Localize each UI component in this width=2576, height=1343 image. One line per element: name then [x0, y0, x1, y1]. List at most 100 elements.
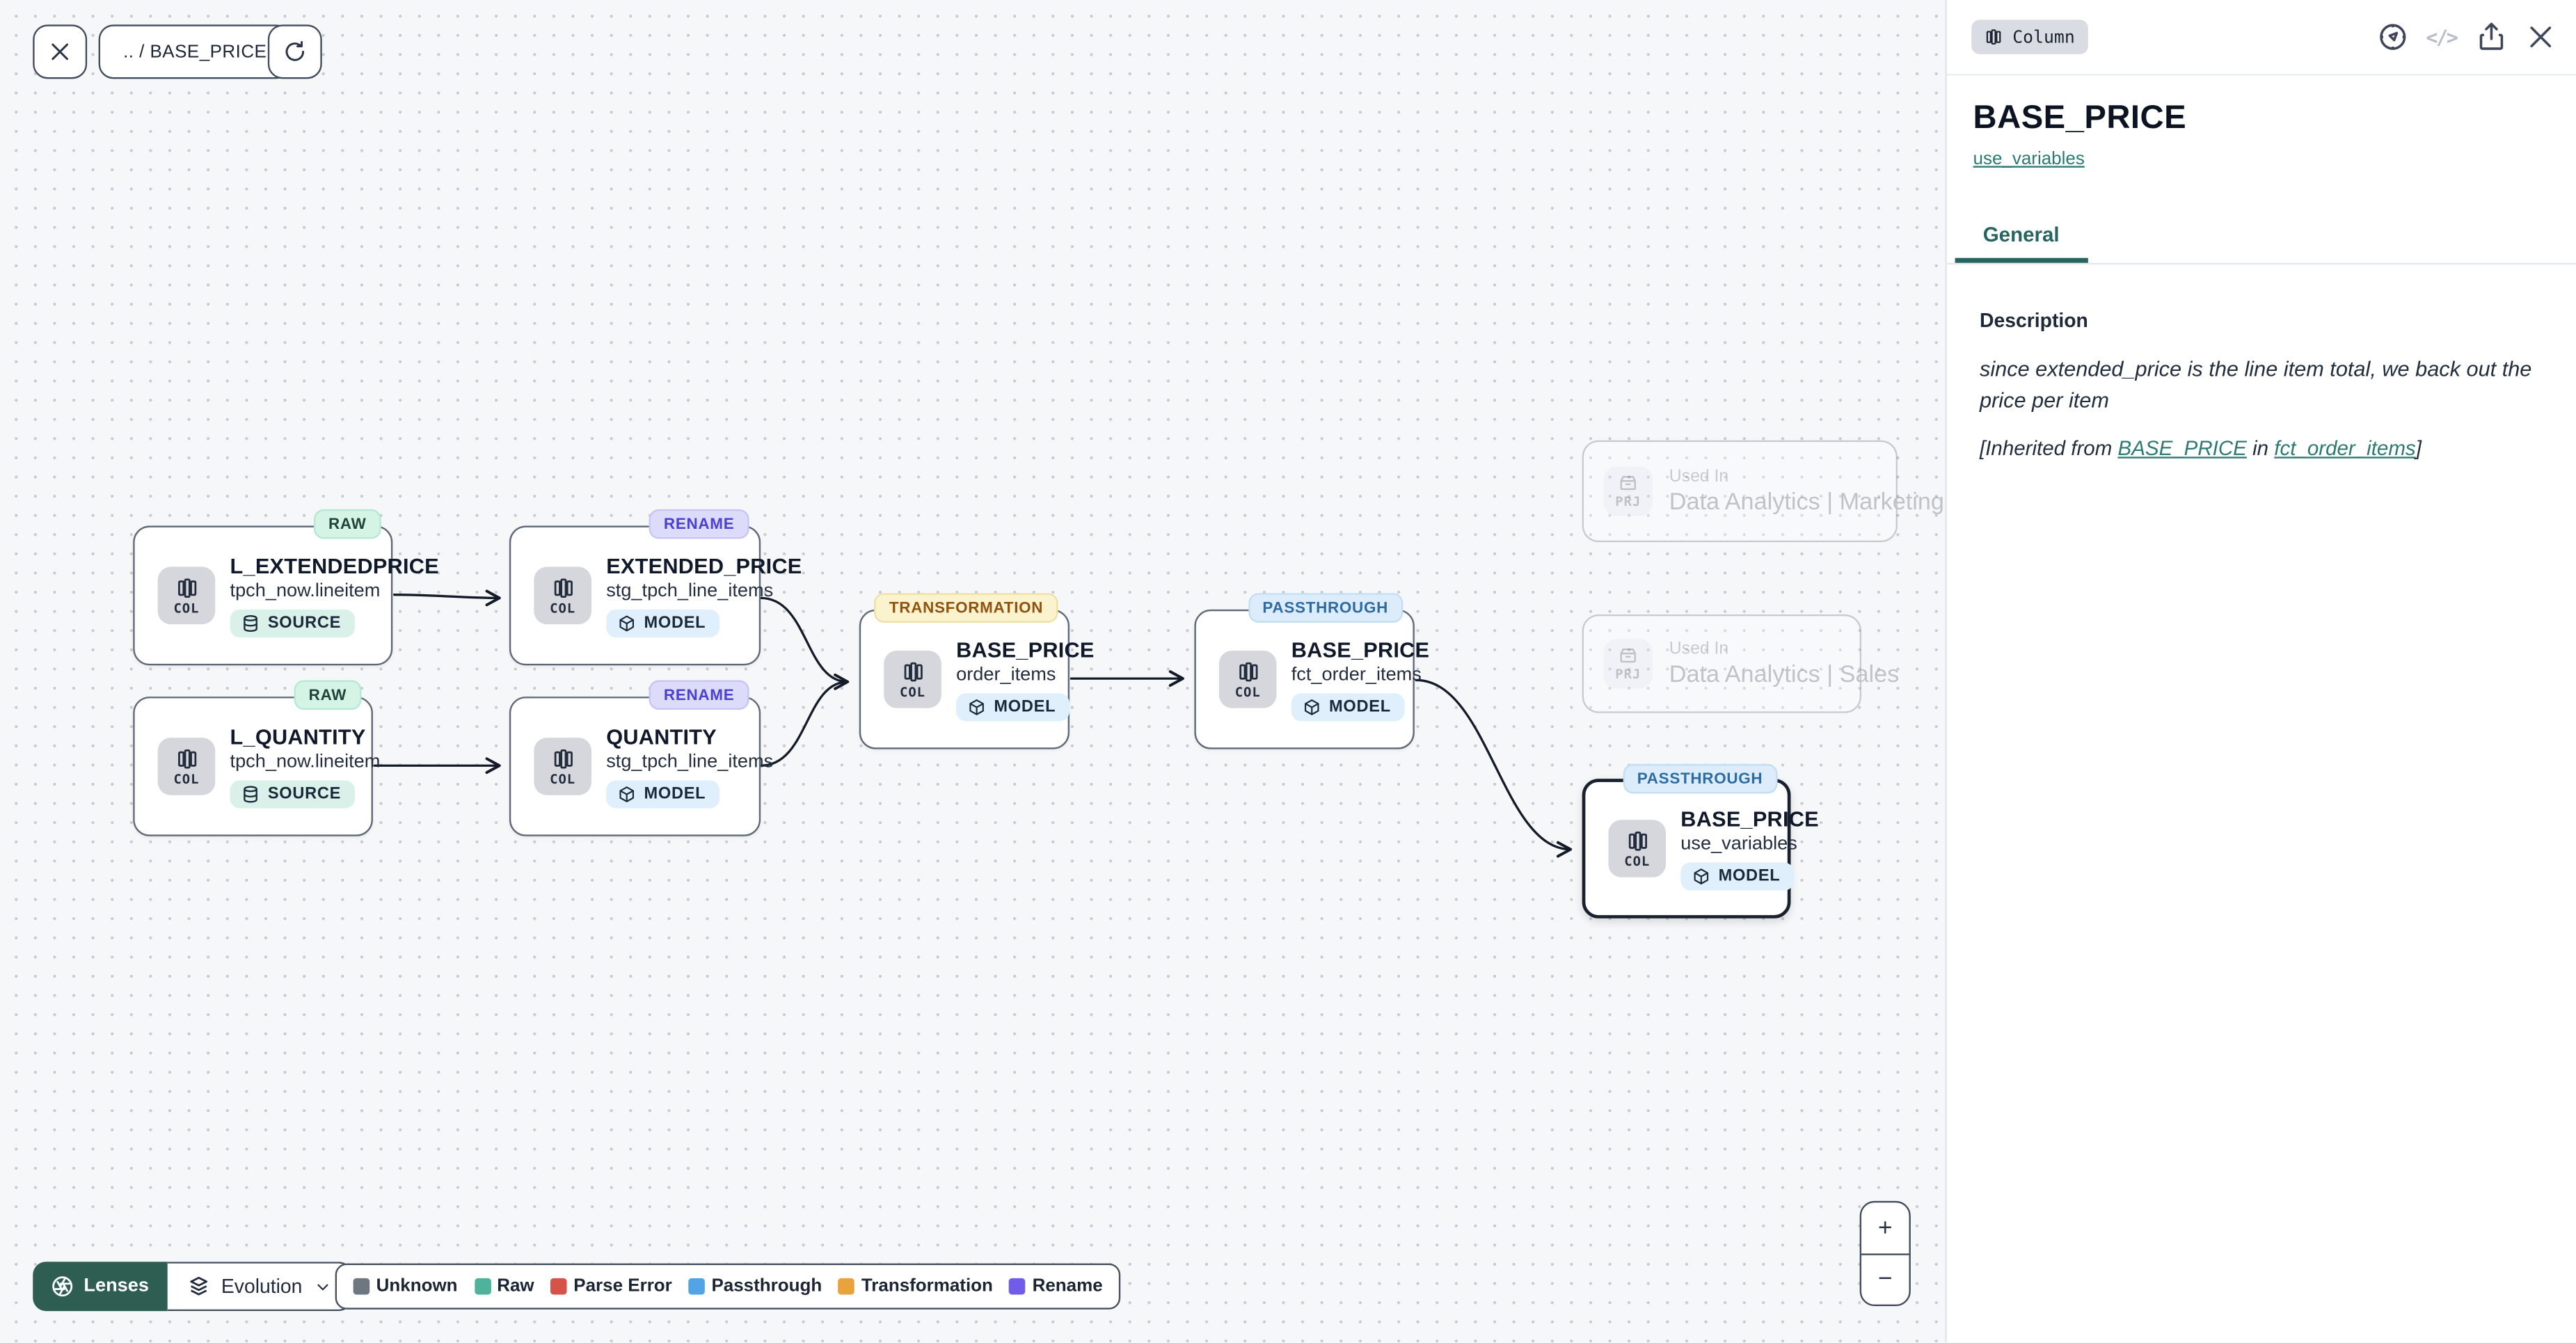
status-badge: TRANSFORMATION: [874, 593, 1058, 623]
legend-swatch: [353, 1278, 370, 1295]
chevron-down-icon: [317, 1283, 328, 1289]
panel-header: Column </>: [1946, 0, 2576, 76]
model-link[interactable]: use_variables: [1973, 149, 2085, 170]
status-badge: RAW: [294, 680, 362, 710]
node-extended-price[interactable]: RENAME COL EXTENDED_PRICE stg_tpch_line_…: [509, 509, 802, 666]
legend-swatch: [688, 1278, 706, 1295]
legend-item: Raw: [474, 1276, 534, 1296]
breadcrumb-label: .. / BASE_PRICE: [123, 42, 267, 62]
materialization-pill: SOURCE: [230, 609, 355, 638]
legend-swatch: [838, 1278, 855, 1295]
entity-type-badge: Column: [1971, 19, 2088, 54]
columns-icon: [1628, 830, 1646, 850]
code-icon: </>: [2426, 25, 2458, 49]
entity-type-label: Column: [2012, 26, 2075, 47]
used-in-label: Used In: [1669, 466, 1729, 486]
column-type-chip: COL: [1218, 650, 1277, 708]
project-type-chip: PRJ: [1603, 466, 1653, 516]
node-l-extendedprice[interactable]: RAW COL L_EXTENDEDPRICE tpch_now.lineite…: [133, 509, 439, 666]
lenses-control[interactable]: Lenses Evolution: [33, 1262, 353, 1312]
close-lineage-button[interactable]: [33, 24, 88, 79]
inherited-column-link[interactable]: BASE_PRICE: [2117, 436, 2247, 460]
database-icon: [244, 614, 257, 633]
zoom-in-button[interactable]: +: [1861, 1202, 1909, 1255]
columns-icon: [553, 748, 572, 768]
columns-icon: [1986, 29, 2001, 45]
column-type-chip: COL: [884, 650, 941, 708]
pill-label: MODEL: [994, 698, 1056, 717]
chip-label: COL: [550, 771, 576, 786]
database-icon: [244, 786, 257, 803]
status-badge: RENAME: [649, 680, 749, 710]
panel-title: BASE_PRICE: [1973, 100, 2187, 136]
lens-mode-dropdown[interactable]: Evolution: [166, 1262, 353, 1312]
legend-item: Passthrough: [688, 1276, 822, 1296]
legend-swatch: [474, 1278, 491, 1295]
node-base-price-order-items[interactable]: TRANSFORMATION COL BASE_PRICE order_item…: [859, 593, 1094, 749]
materialization-pill: MODEL: [1291, 693, 1404, 722]
pill-label: MODEL: [1718, 867, 1781, 886]
legend-item: Parse Error: [550, 1276, 672, 1296]
node-quantity[interactable]: RENAME COL QUANTITY stg_tpch_line_items …: [509, 680, 773, 836]
lens-mode-label: Evolution: [221, 1275, 303, 1298]
lenses-label: Lenses: [84, 1276, 150, 1296]
node-subtitle: stg_tpch_line_items: [606, 581, 774, 602]
pill-label: MODEL: [644, 614, 706, 633]
materialization-pill: MODEL: [606, 780, 719, 809]
share-button[interactable]: [2474, 21, 2507, 54]
status-badge: RAW: [313, 509, 381, 539]
refresh-button[interactable]: [267, 24, 322, 79]
pill-label: SOURCE: [267, 785, 342, 804]
status-badge: RENAME: [649, 509, 749, 539]
compass-icon: [2379, 24, 2406, 50]
panel-tabs: General: [1946, 209, 2576, 265]
used-in-label: Used In: [1669, 639, 1729, 659]
description-body: since extended_price is the line item to…: [1980, 356, 2532, 413]
used-in-node-marketing[interactable]: PRJ Used In Data Analytics | Marketing: [1582, 440, 1944, 543]
chip-label: COL: [1624, 853, 1651, 868]
view-code-button[interactable]: </>: [2425, 21, 2458, 54]
lenses-button[interactable]: Lenses: [33, 1262, 167, 1312]
columns-icon: [1239, 661, 1257, 681]
materialization-pill: MODEL: [606, 609, 719, 638]
node-title: BASE_PRICE: [1291, 637, 1430, 662]
legend-item: Unknown: [353, 1276, 458, 1296]
close-panel-button[interactable]: [2523, 21, 2556, 54]
cube-icon: [969, 699, 984, 715]
explore-lineage-button[interactable]: [2376, 21, 2408, 54]
legend-swatch: [550, 1278, 567, 1295]
tab-general[interactable]: General: [1955, 209, 2088, 263]
chip-label: PRJ: [1615, 667, 1641, 682]
legend-item: Transformation: [838, 1276, 993, 1296]
columns-icon: [177, 748, 196, 768]
description-inherited: [Inherited from BASE_PRICE in fct_order_…: [1980, 436, 2422, 460]
inherited-model-link[interactable]: fct_order_items: [2274, 436, 2416, 460]
node-subtitle: use_variables: [1680, 834, 1797, 855]
columns-icon: [177, 578, 196, 597]
node-base-price-fct-order-items[interactable]: PASSTHROUGH COL BASE_PRICE fct_order_ite…: [1194, 593, 1429, 749]
node-base-price-use-variables[interactable]: PASSTHROUGH COL BASE_PRICE use_variables…: [1582, 763, 1819, 919]
cube-icon: [1694, 868, 1709, 884]
breadcrumb[interactable]: .. / BASE_PRICE: [98, 24, 292, 79]
status-badge: PASSTHROUGH: [1622, 763, 1778, 794]
columns-icon: [903, 661, 922, 681]
lineage-canvas[interactable]: .. / BASE_PRICE RAW COL L_EXTENDEDPRICE …: [0, 0, 1946, 1342]
status-badge: PASSTHROUGH: [1248, 593, 1404, 623]
materialization-pill: SOURCE: [230, 780, 355, 809]
materialization-pill: MODEL: [1680, 862, 1794, 891]
columns-icon: [553, 578, 572, 597]
node-l-quantity[interactable]: RAW COL L_QUANTITY tpch_now.lineitem SOU…: [133, 680, 380, 836]
used-in-node-sales[interactable]: PRJ Used In Data Analytics | Sales: [1582, 614, 1899, 713]
used-in-title: Data Analytics | Marketing: [1669, 489, 1944, 516]
chip-label: COL: [173, 771, 200, 786]
materialization-pill: MODEL: [956, 693, 1070, 722]
close-icon: [2529, 26, 2550, 47]
pill-label: SOURCE: [267, 614, 342, 633]
layers-icon: [189, 1276, 207, 1296]
pill-label: MODEL: [1329, 698, 1391, 717]
column-type-chip: COL: [1608, 820, 1667, 877]
used-in-title: Data Analytics | Sales: [1669, 662, 1900, 689]
pill-label: MODEL: [644, 785, 706, 804]
zoom-out-button[interactable]: −: [1877, 1265, 1893, 1294]
